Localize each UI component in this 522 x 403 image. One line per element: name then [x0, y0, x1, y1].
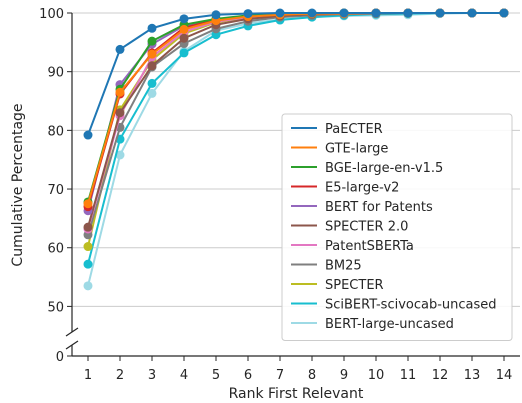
legend-label: BM25 [325, 259, 362, 274]
legend-box [281, 113, 513, 341]
legend-item: PatentSBERTa [291, 239, 414, 254]
legend-item: GTE-large [291, 142, 388, 157]
data-point [83, 242, 93, 252]
x-tick-label: 1 [84, 368, 92, 383]
data-point [115, 150, 125, 160]
x-tick-label: 9 [340, 368, 348, 383]
data-point [307, 8, 317, 18]
data-point [147, 88, 157, 98]
data-point [83, 259, 93, 269]
y-tick-label: 70 [47, 183, 64, 198]
y-tick-label-zero: 0 [56, 350, 64, 365]
legend: PaECTER GTE-large BGE-large-en-v1.5 E5-larg… [281, 113, 513, 341]
data-point [179, 24, 189, 34]
series-line [87, 12, 504, 136]
data-point [243, 9, 253, 19]
data-point [467, 8, 477, 18]
data-point [339, 8, 349, 18]
data-point [147, 36, 157, 46]
y-tick-label: 50 [47, 300, 64, 315]
legend-item: PaECTER [291, 122, 383, 137]
series-paecter [83, 8, 509, 140]
legend-item: BERT-large-uncased [291, 317, 454, 332]
legend-item: BERT for Patents [291, 200, 433, 215]
x-tick-label: 4 [180, 368, 188, 383]
legend-item: SPECTER [291, 278, 384, 293]
x-tick-label: 11 [400, 368, 417, 383]
data-point [275, 8, 285, 18]
legend-label: PaECTER [325, 122, 383, 137]
data-point [403, 8, 413, 18]
legend-label: BERT for Patents [325, 200, 433, 215]
legend-label: GTE-large [325, 142, 388, 157]
legend-label: PatentSBERTa [325, 239, 414, 254]
x-tick-label: 7 [276, 368, 284, 383]
x-axis-label: Rank First Relevant [229, 386, 364, 402]
x-tick-label: 12 [432, 368, 449, 383]
y-tick-label: 80 [47, 124, 64, 139]
data-point [115, 108, 125, 118]
data-point [499, 8, 509, 18]
y-tick-label: 60 [47, 242, 64, 257]
legend-item: SPECTER 2.0 [291, 220, 408, 235]
x-tick-label: 8 [308, 368, 316, 383]
data-point [147, 23, 157, 33]
axis-break-mark [65, 340, 79, 350]
data-point [179, 48, 189, 58]
data-point [147, 49, 157, 59]
x-tick-label: 5 [212, 368, 220, 383]
data-point [115, 44, 125, 54]
series-lines [83, 8, 509, 291]
legend-item: BGE-large-en-v1.5 [291, 161, 443, 176]
data-point [179, 33, 189, 43]
y-tick-label: 100 [39, 7, 64, 22]
legend-item: E5-large-v2 [291, 181, 399, 196]
legend-label: E5-large-v2 [325, 181, 399, 196]
legend-item: BM25 [291, 259, 362, 274]
x-tick-label: 3 [148, 368, 156, 383]
data-point [83, 199, 93, 209]
x-tick-label: 14 [496, 368, 513, 383]
x-tick-label: 6 [244, 368, 252, 383]
data-point [83, 281, 93, 291]
legend-label: SPECTER [325, 278, 384, 293]
data-point [147, 61, 157, 71]
data-point [179, 14, 189, 24]
y-tick-label: 90 [47, 66, 64, 81]
data-point [83, 130, 93, 140]
axes [65, 12, 520, 361]
legend-label: BGE-large-en-v1.5 [325, 161, 443, 176]
legend-item: SciBERT-scivocab-uncased [291, 298, 497, 313]
data-point [115, 87, 125, 97]
data-point [83, 222, 93, 232]
x-tick-label: 2 [116, 368, 124, 383]
x-tick-label: 13 [464, 368, 481, 383]
x-tick-label: 10 [368, 368, 385, 383]
data-point [435, 8, 445, 18]
legend-label: SPECTER 2.0 [325, 220, 408, 235]
axis-break-mark [65, 327, 79, 337]
legend-label: BERT-large-uncased [325, 317, 454, 332]
data-point [211, 10, 221, 20]
legend-label: SciBERT-scivocab-uncased [325, 298, 497, 313]
data-point [147, 78, 157, 88]
y-axis-label: Cumulative Percentage [10, 103, 26, 266]
data-point [371, 8, 381, 18]
